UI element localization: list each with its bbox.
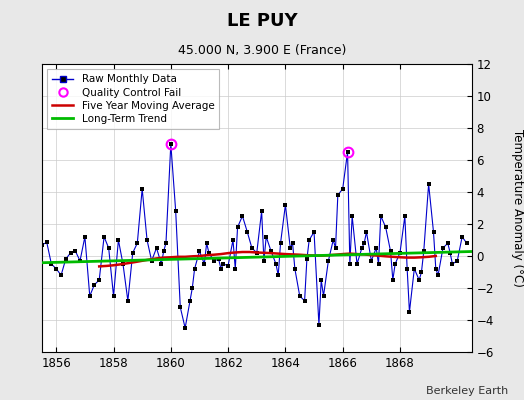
Y-axis label: Temperature Anomaly (°C): Temperature Anomaly (°C) xyxy=(510,129,523,287)
Legend: Raw Monthly Data, Quality Control Fail, Five Year Moving Average, Long-Term Tren: Raw Monthly Data, Quality Control Fail, … xyxy=(47,69,220,129)
Text: 45.000 N, 3.900 E (France): 45.000 N, 3.900 E (France) xyxy=(178,44,346,57)
Text: LE PUY: LE PUY xyxy=(227,12,297,30)
Text: Berkeley Earth: Berkeley Earth xyxy=(426,386,508,396)
